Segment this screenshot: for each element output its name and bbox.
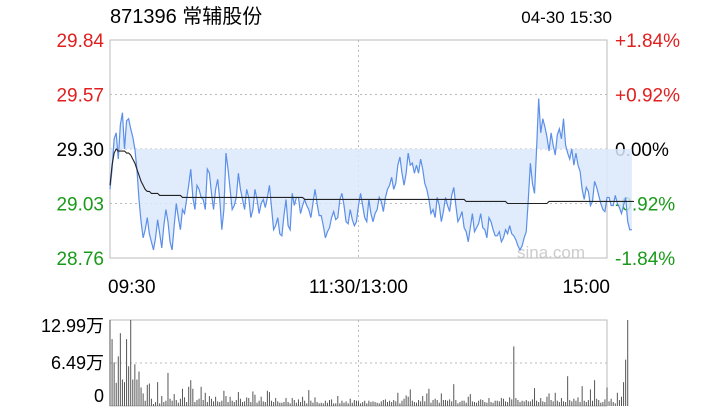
pct-tick-label: +0.92% <box>615 86 680 107</box>
time-tick-label: 11:30/13:00 <box>309 277 408 298</box>
price-area-fill <box>110 98 632 250</box>
volume-panel-frame <box>109 319 608 407</box>
volume-tick-label: 12.99万 <box>41 316 104 336</box>
price-tick-label: 29.30 <box>56 140 104 161</box>
price-tick-label: 29.84 <box>56 31 104 52</box>
price-tick-label: 29.03 <box>56 195 104 216</box>
datetime-label: 04-30 15:30 <box>521 8 612 27</box>
stock-title: 871396 常辅股份 <box>110 5 262 28</box>
time-tick-label: 09:30 <box>108 277 156 298</box>
price-tick-label: 29.57 <box>56 86 104 107</box>
time-tick-label: 15:00 <box>562 277 610 298</box>
watermark: sina.com <box>517 243 585 262</box>
volume-tick-label: 0 <box>94 386 104 406</box>
average-price-line <box>109 148 634 205</box>
volume-bars <box>109 320 629 406</box>
volume-tick-label: 6.49万 <box>51 353 104 373</box>
price-line <box>109 98 632 252</box>
pct-tick-label: +1.84% <box>615 31 680 52</box>
pct-tick-label: -1.84% <box>615 249 675 270</box>
price-tick-label: 28.76 <box>56 249 104 270</box>
